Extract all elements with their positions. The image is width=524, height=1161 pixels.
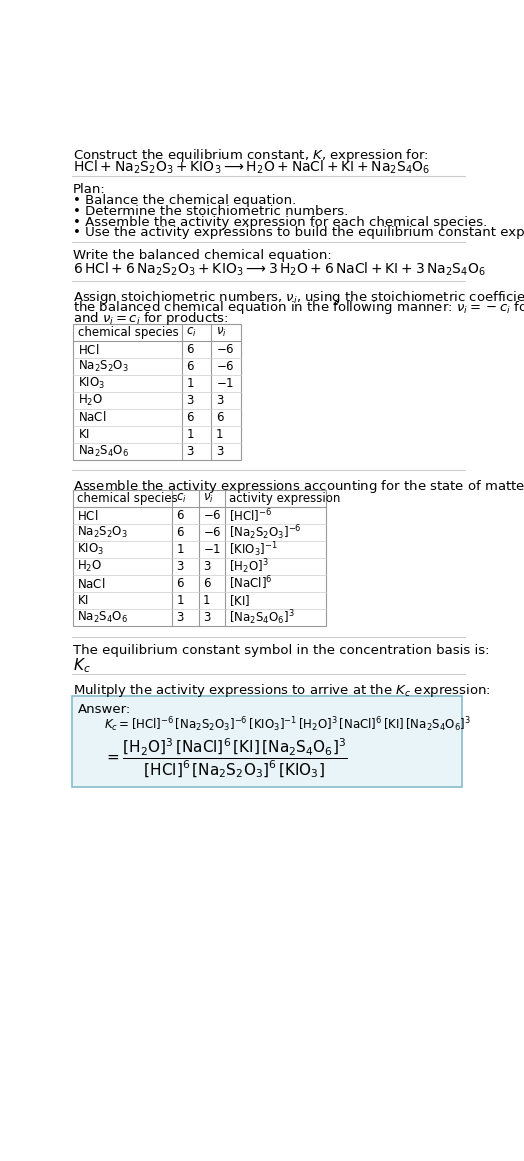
Text: 1: 1 <box>187 377 194 390</box>
Text: $\mathrm{KI}$: $\mathrm{KI}$ <box>78 427 90 441</box>
Text: $[\mathrm{KIO_3}]^{-1}$: $[\mathrm{KIO_3}]^{-1}$ <box>229 540 278 560</box>
Text: Write the balanced chemical equation:: Write the balanced chemical equation: <box>73 250 332 262</box>
Text: 1: 1 <box>216 427 223 441</box>
Text: $\mathrm{HCl}$: $\mathrm{HCl}$ <box>77 509 99 522</box>
Text: $[\mathrm{KI}]$: $[\mathrm{KI}]$ <box>229 593 250 608</box>
Text: $\mathrm{KIO_3}$: $\mathrm{KIO_3}$ <box>78 376 105 391</box>
Text: $K_c = [\mathrm{HCl}]^{-6}\,[\mathrm{Na_2S_2O_3}]^{-6}\,[\mathrm{KIO_3}]^{-1}\,[: $K_c = [\mathrm{HCl}]^{-6}\,[\mathrm{Na_… <box>104 715 471 734</box>
Text: $[\mathrm{Na_2S_4O_6}]^3$: $[\mathrm{Na_2S_4O_6}]^3$ <box>229 608 294 627</box>
Text: $\mathrm{KI}$: $\mathrm{KI}$ <box>77 594 89 607</box>
Text: Plan:: Plan: <box>73 183 106 196</box>
Text: $\mathrm{Na_2S_4O_6}$: $\mathrm{Na_2S_4O_6}$ <box>77 610 128 625</box>
Text: chemical species: chemical species <box>77 492 178 505</box>
Text: 3: 3 <box>176 560 184 574</box>
Text: $c_i$: $c_i$ <box>187 326 197 339</box>
Text: $\mathrm{6\,HCl + 6\,Na_2S_2O_3 + KIO_3 \longrightarrow 3\,H_2O + 6\,NaCl + KI +: $\mathrm{6\,HCl + 6\,Na_2S_2O_3 + KIO_3 … <box>73 261 486 279</box>
Text: Mulitply the activity expressions to arrive at the $K_c$ expression:: Mulitply the activity expressions to arr… <box>73 683 491 699</box>
Text: 3: 3 <box>216 445 223 457</box>
Text: $\mathrm{Na_2S_2O_3}$: $\mathrm{Na_2S_2O_3}$ <box>77 525 128 540</box>
Text: $-1$: $-1$ <box>203 543 221 556</box>
Text: $\mathrm{H_2O}$: $\mathrm{H_2O}$ <box>77 560 102 575</box>
FancyBboxPatch shape <box>73 324 241 460</box>
Text: $[\mathrm{H_2O}]^3$: $[\mathrm{H_2O}]^3$ <box>229 557 269 576</box>
Text: $[\mathrm{Na_2S_2O_3}]^{-6}$: $[\mathrm{Na_2S_2O_3}]^{-6}$ <box>229 524 302 542</box>
Text: 3: 3 <box>203 560 210 574</box>
Text: $[\mathrm{HCl}]^{-6}$: $[\mathrm{HCl}]^{-6}$ <box>229 507 272 525</box>
Text: • Assemble the activity expression for each chemical species.: • Assemble the activity expression for e… <box>73 216 487 229</box>
Text: 6: 6 <box>187 342 194 356</box>
Text: 6: 6 <box>203 577 210 590</box>
Text: 6: 6 <box>187 411 194 424</box>
Text: Assemble the activity expressions accounting for the state of matter and $\nu_i$: Assemble the activity expressions accoun… <box>73 478 524 495</box>
Text: 6: 6 <box>176 526 184 540</box>
Text: 3: 3 <box>216 394 223 406</box>
Text: 6: 6 <box>176 510 184 522</box>
Text: the balanced chemical equation in the following manner: $\nu_i = -c_i$ for react: the balanced chemical equation in the fo… <box>73 300 524 317</box>
Text: $\mathrm{Na_2S_4O_6}$: $\mathrm{Na_2S_4O_6}$ <box>78 444 129 459</box>
Text: • Determine the stoichiometric numbers.: • Determine the stoichiometric numbers. <box>73 204 348 218</box>
Text: Assign stoichiometric numbers, $\nu_i$, using the stoichiometric coefficients, $: Assign stoichiometric numbers, $\nu_i$, … <box>73 289 524 305</box>
Text: $\mathrm{HCl}$: $\mathrm{HCl}$ <box>78 342 99 356</box>
Text: 1: 1 <box>176 594 184 607</box>
Text: 3: 3 <box>187 445 194 457</box>
Text: $-6$: $-6$ <box>203 526 221 540</box>
Text: $K_c$: $K_c$ <box>73 656 91 675</box>
Text: $\mathrm{KIO_3}$: $\mathrm{KIO_3}$ <box>77 542 104 557</box>
Text: $\mathrm{HCl + Na_2S_2O_3 + KIO_3 \longrightarrow H_2O + NaCl + KI + Na_2S_4O_6}: $\mathrm{HCl + Na_2S_2O_3 + KIO_3 \longr… <box>73 159 431 176</box>
FancyBboxPatch shape <box>73 490 326 626</box>
FancyBboxPatch shape <box>72 697 462 787</box>
Text: $\mathrm{Na_2S_2O_3}$: $\mathrm{Na_2S_2O_3}$ <box>78 359 129 374</box>
Text: chemical species: chemical species <box>78 326 179 339</box>
Text: activity expression: activity expression <box>229 492 341 505</box>
Text: $\mathrm{NaCl}$: $\mathrm{NaCl}$ <box>77 577 105 591</box>
Text: $\nu_i$: $\nu_i$ <box>203 492 213 505</box>
Text: 3: 3 <box>176 611 184 623</box>
Text: 3: 3 <box>203 611 210 623</box>
Text: $-6$: $-6$ <box>216 360 234 373</box>
Text: $-1$: $-1$ <box>216 377 234 390</box>
Text: 3: 3 <box>187 394 194 406</box>
Text: $\nu_i$: $\nu_i$ <box>216 326 227 339</box>
Text: $-6$: $-6$ <box>203 510 221 522</box>
Text: 6: 6 <box>187 360 194 373</box>
Text: $= \dfrac{[\mathrm{H_2O}]^3\,[\mathrm{NaCl}]^6\,[\mathrm{KI}]\,[\mathrm{Na_2S_4O: $= \dfrac{[\mathrm{H_2O}]^3\,[\mathrm{Na… <box>104 737 348 780</box>
Text: 6: 6 <box>176 577 184 590</box>
Text: 6: 6 <box>216 411 223 424</box>
Text: $\mathrm{NaCl}$: $\mathrm{NaCl}$ <box>78 410 106 424</box>
Text: $[\mathrm{NaCl}]^6$: $[\mathrm{NaCl}]^6$ <box>229 575 272 592</box>
Text: • Use the activity expressions to build the equilibrium constant expression.: • Use the activity expressions to build … <box>73 226 524 239</box>
Text: The equilibrium constant symbol in the concentration basis is:: The equilibrium constant symbol in the c… <box>73 644 490 657</box>
Text: 1: 1 <box>187 427 194 441</box>
Text: $c_i$: $c_i$ <box>176 492 187 505</box>
Text: 1: 1 <box>176 543 184 556</box>
Text: and $\nu_i = c_i$ for products:: and $\nu_i = c_i$ for products: <box>73 310 229 327</box>
Text: • Balance the chemical equation.: • Balance the chemical equation. <box>73 194 297 207</box>
Text: $-6$: $-6$ <box>216 342 234 356</box>
Text: $\mathrm{H_2O}$: $\mathrm{H_2O}$ <box>78 392 103 408</box>
Text: Answer:: Answer: <box>78 702 131 716</box>
Text: Construct the equilibrium constant, $K$, expression for:: Construct the equilibrium constant, $K$,… <box>73 147 429 164</box>
Text: 1: 1 <box>203 594 210 607</box>
